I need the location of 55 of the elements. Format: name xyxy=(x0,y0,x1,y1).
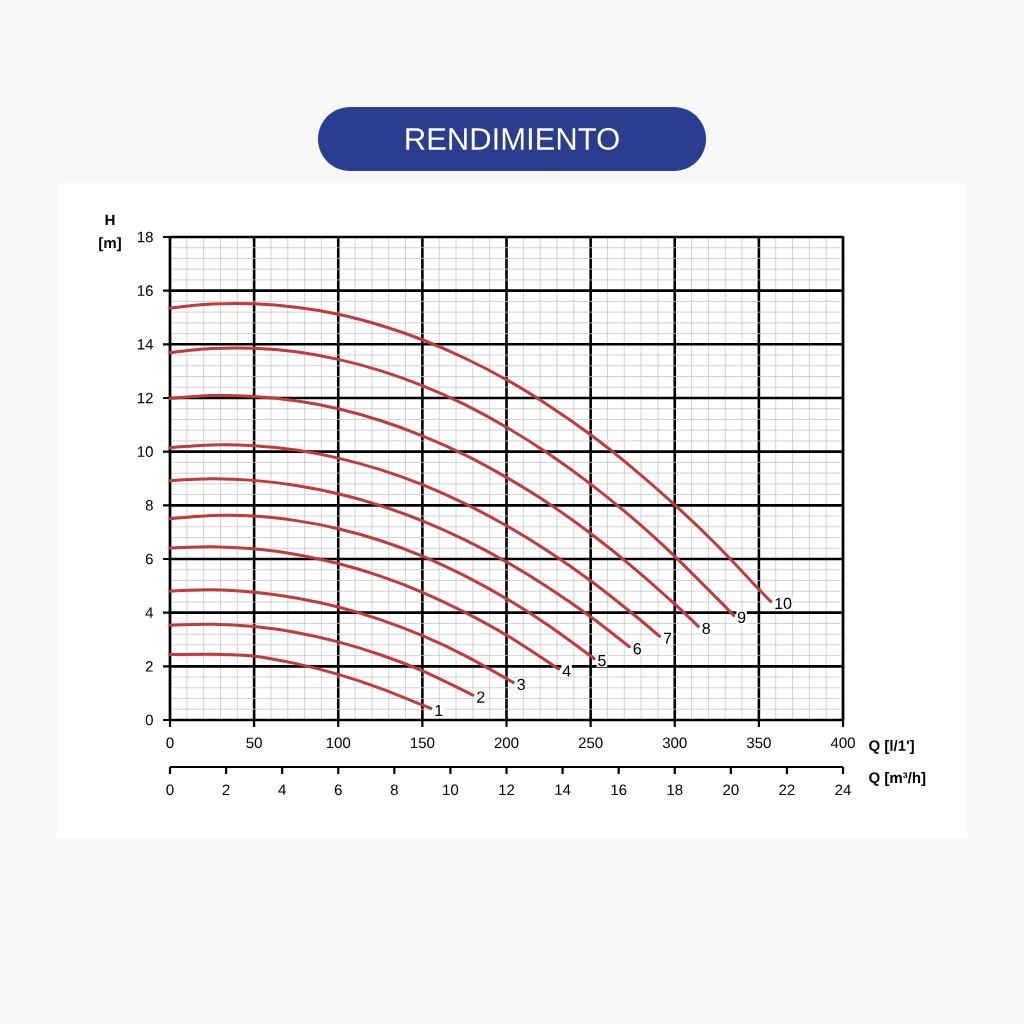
x2-tick-label: 16 xyxy=(611,784,627,796)
series-label: 5 xyxy=(598,654,606,667)
x2-tick-label: 12 xyxy=(499,784,515,795)
x-tick-label: 0 xyxy=(166,737,174,749)
line-series xyxy=(168,652,433,710)
x-tick-label: 350 xyxy=(746,737,771,749)
x-tick-label: 150 xyxy=(411,737,435,749)
x-tick-label: 100 xyxy=(326,737,351,749)
line-series xyxy=(168,477,631,649)
series-label: 8 xyxy=(702,622,711,635)
x-tick-label: 250 xyxy=(578,737,603,749)
x2-tick-label: 4 xyxy=(278,784,286,795)
x2-tick-label: 20 xyxy=(723,784,739,796)
y-tick-label: 4 xyxy=(145,607,154,618)
x-tick-label: 200 xyxy=(494,737,519,749)
x2-tick-label: 22 xyxy=(779,784,795,795)
y-tick-label: 18 xyxy=(137,231,153,243)
y-tick-label: 10 xyxy=(137,446,153,457)
x2-tick-label: 6 xyxy=(334,784,342,796)
x2-tick-label: 2 xyxy=(222,784,230,795)
chart-title: RENDIMIENTO xyxy=(406,128,619,150)
series-label: 6 xyxy=(633,643,642,655)
line-series xyxy=(168,545,561,671)
x2-tick-label: 0 xyxy=(166,784,174,796)
x2-tick-label: 24 xyxy=(835,784,851,795)
series-label: 2 xyxy=(477,691,485,703)
x-tick-label: 300 xyxy=(662,737,687,749)
x2-tick-label: 18 xyxy=(667,784,683,796)
series-label: 7 xyxy=(663,632,672,644)
y-axis-title: H [m] xyxy=(99,214,121,252)
x2-axis-title: Q [m³/h] xyxy=(869,772,926,786)
x2-tick-label: 10 xyxy=(443,784,459,796)
y-tick-label: 0 xyxy=(145,714,153,726)
x2-tick-label: 8 xyxy=(390,784,398,796)
series-label: 10 xyxy=(775,597,792,610)
line-series xyxy=(168,622,475,697)
x-axis-title: Q [l/1'] xyxy=(869,740,914,754)
y-tick-label: 6 xyxy=(145,553,153,565)
y-tick-label: 14 xyxy=(137,339,154,350)
line-series xyxy=(168,443,662,638)
y-tick-label: 8 xyxy=(145,500,153,511)
x-tick-label: 400 xyxy=(830,737,855,749)
series-label: 9 xyxy=(737,611,746,624)
line-series xyxy=(168,588,515,684)
x2-tick-label: 14 xyxy=(555,784,571,795)
series-label: 4 xyxy=(562,665,571,677)
line-series xyxy=(168,393,700,628)
y-tick-label: 12 xyxy=(137,392,153,404)
line-series xyxy=(168,346,736,617)
series-label: 3 xyxy=(517,678,525,691)
y-tick-label: 16 xyxy=(137,285,153,296)
series-label: 1 xyxy=(435,704,443,716)
y-tick-label: 2 xyxy=(145,661,153,672)
x-tick-label: 50 xyxy=(246,737,262,749)
line-series xyxy=(168,302,773,603)
